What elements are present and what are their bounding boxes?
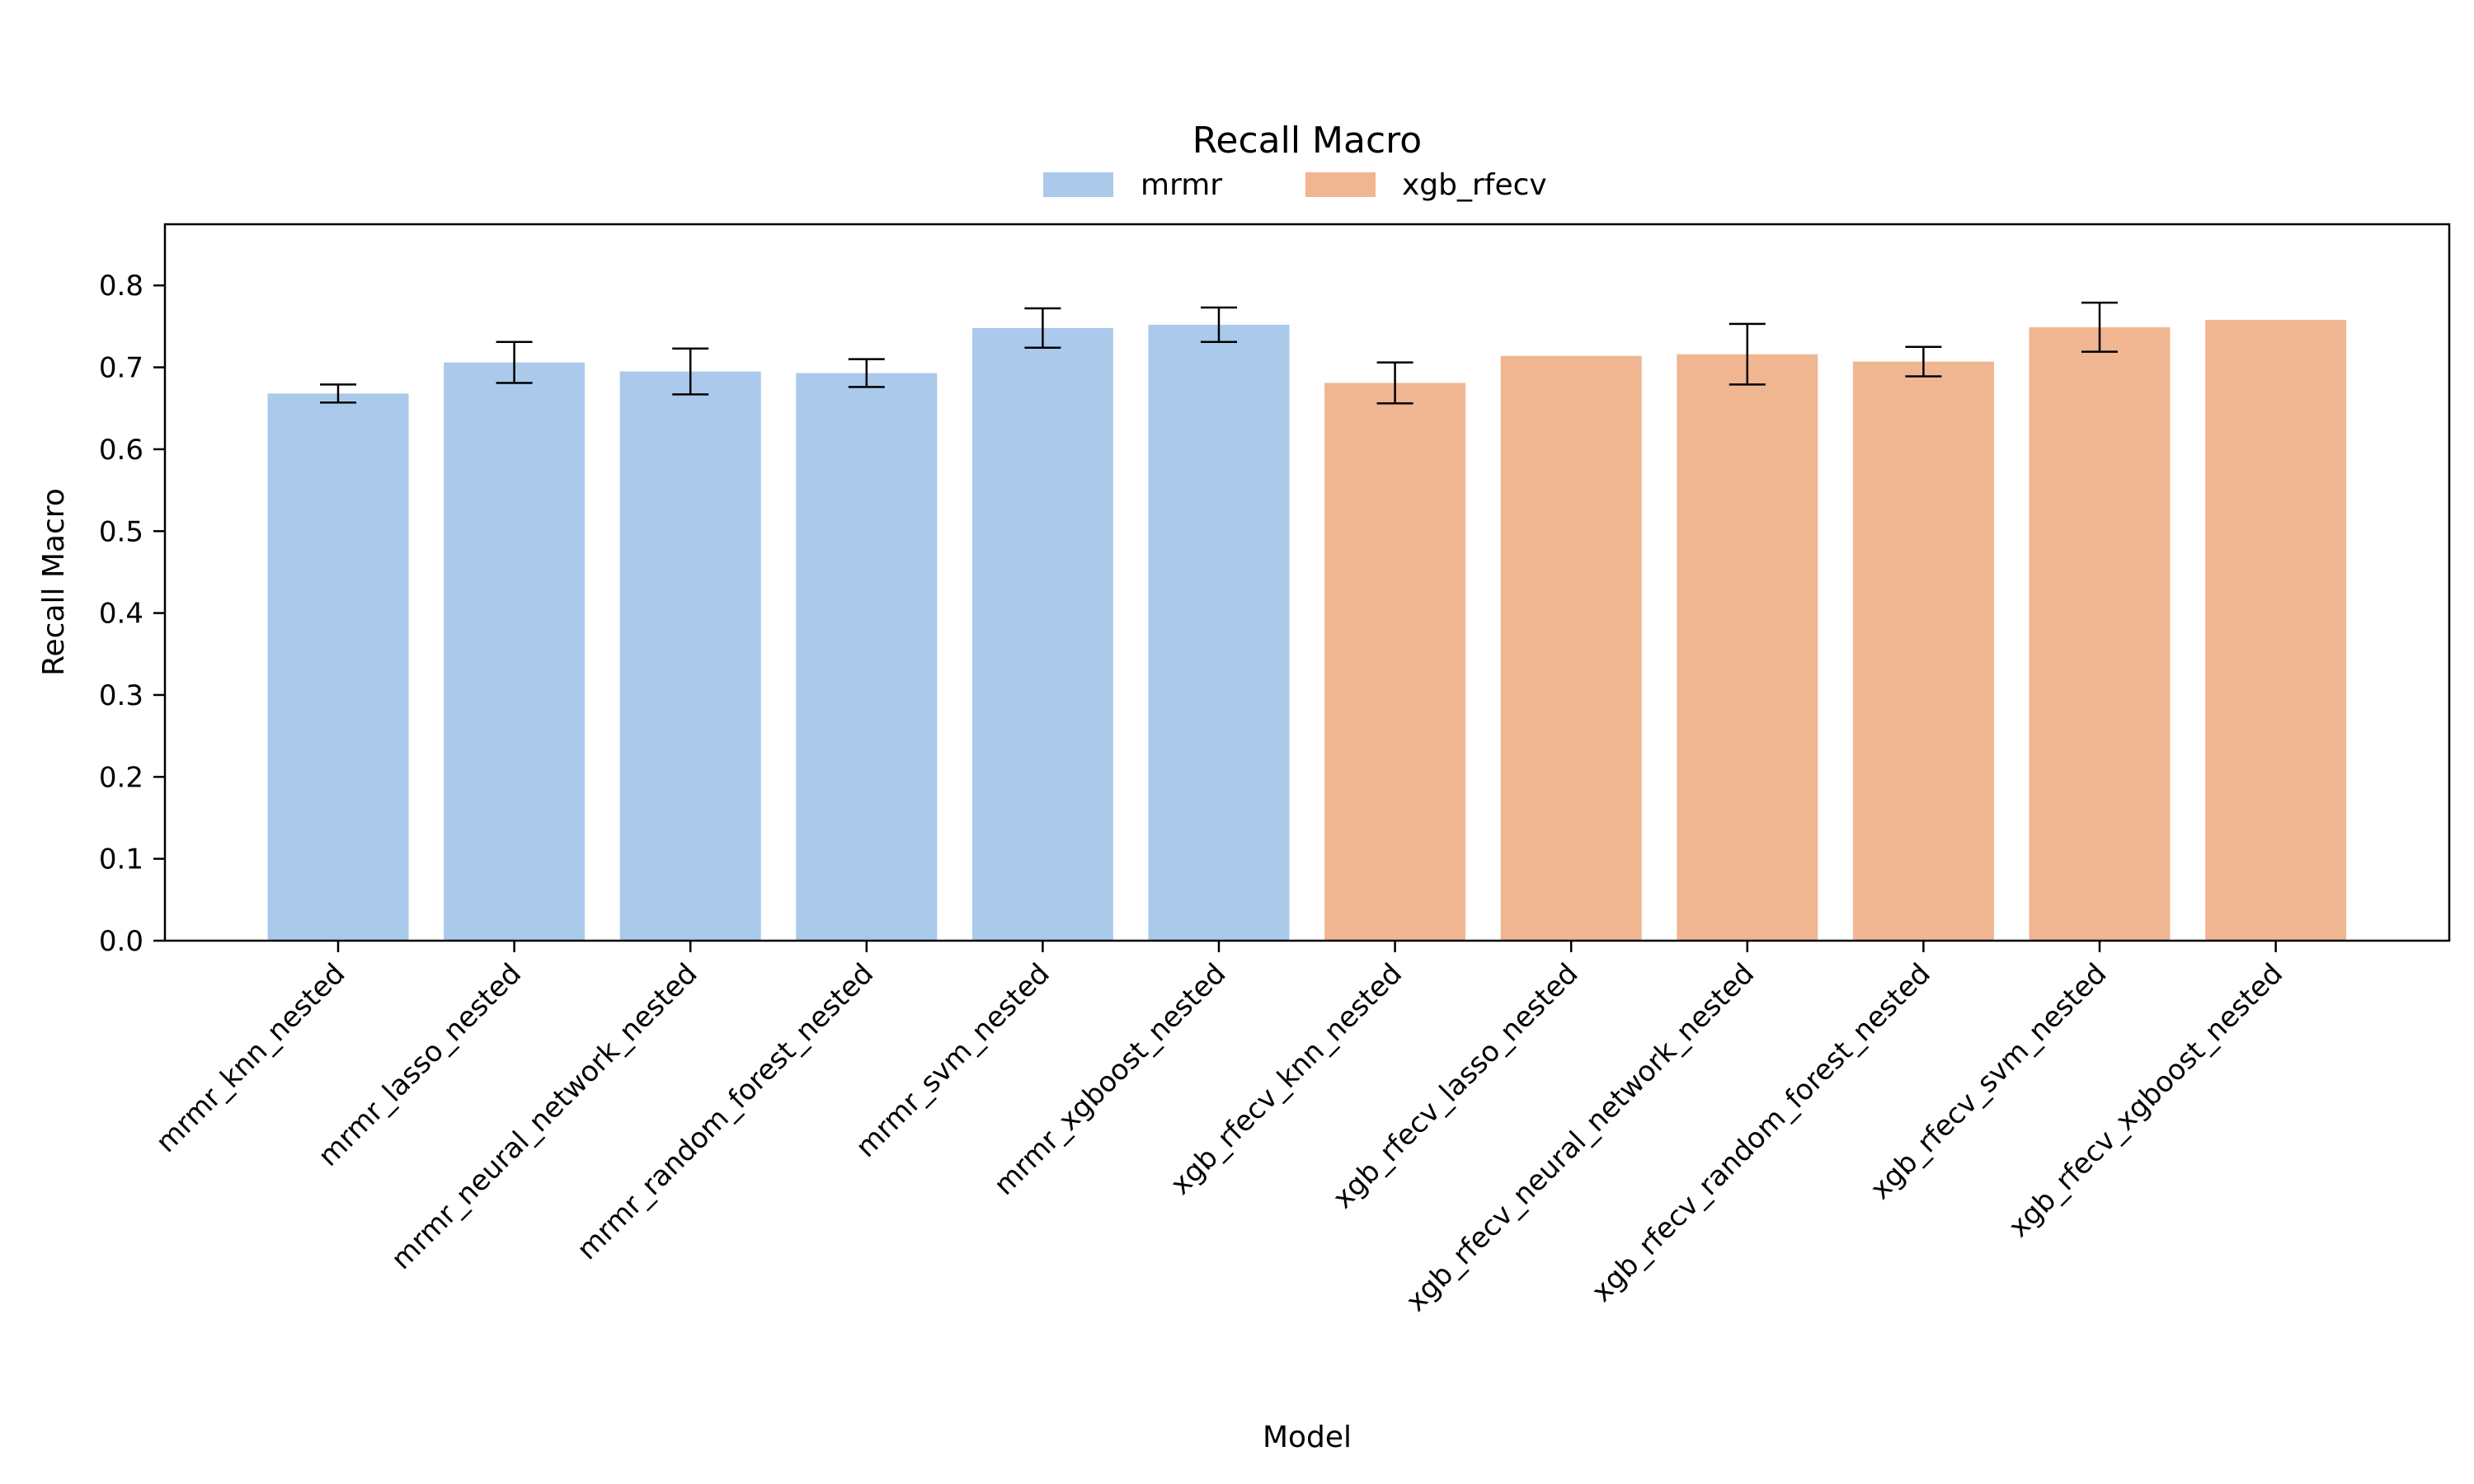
errorbar-xgb-rfecv-knn-nested xyxy=(1376,361,1413,405)
y-axis: 0.0 0.1 0.2 0.3 0.4 0.5 0.6 0.7 0.8 xyxy=(99,270,165,958)
bar-xgb-rfecv-svm-nested xyxy=(2029,326,2171,941)
bars-layer xyxy=(267,319,2347,942)
errorbars-layer xyxy=(320,301,2118,405)
errorbar-mrmr-knn-nested xyxy=(320,383,356,404)
errorbar-xgb-rfecv-random-forest-nested xyxy=(1905,345,1942,378)
y-tick-label: 0.4 xyxy=(99,598,143,631)
bar-mrmr-xgboost-nested xyxy=(1148,324,1290,942)
y-tick-label: 0.8 xyxy=(99,270,143,303)
bar-mrmr-knn-nested xyxy=(267,393,409,941)
bar-xgb-rfecv-xgboost-nested xyxy=(2205,319,2347,941)
bar-xgb-rfecv-random-forest-nested xyxy=(1852,361,1994,941)
legend: mrmr xgb_rfecv xyxy=(1043,168,1547,202)
errorbar-mrmr-xgboost-nested xyxy=(1201,306,1237,344)
errorbar-mrmr-svm-nested xyxy=(1024,307,1061,349)
errorbar-mrmr-random-forest-nested xyxy=(848,358,885,388)
errorbar-mrmr-lasso-nested xyxy=(496,340,533,384)
x-tick-label: mrmr_random_forest_nested xyxy=(571,957,880,1266)
x-axis-label: Model xyxy=(1263,1421,1352,1454)
x-tick-label: mrmr_lasso_nested xyxy=(312,957,528,1173)
errorbar-xgb-rfecv-neural-network-nested xyxy=(1729,322,1766,386)
y-tick-label: 0.2 xyxy=(99,761,143,794)
bar-mrmr-lasso-nested xyxy=(444,362,586,941)
x-tick-label: mrmr_neural_network_nested xyxy=(385,957,704,1276)
legend-swatch-mrmr xyxy=(1043,172,1113,197)
chart-title: Recall Macro xyxy=(1192,120,1422,162)
y-tick-label: 0.6 xyxy=(99,434,143,467)
legend-label-xgb-rfecv: xgb_rfecv xyxy=(1402,168,1547,202)
plot-frame xyxy=(163,223,2451,942)
errorbar-mrmr-neural-network-nested xyxy=(672,347,709,396)
bar-mrmr-svm-nested xyxy=(971,327,1113,941)
y-tick-label: 0.5 xyxy=(99,515,143,548)
y-tick-label: 0.0 xyxy=(99,925,143,958)
x-tick-label: xgb_rfecv_xgboost_nested xyxy=(2002,957,2289,1244)
bar-xgb-rfecv-lasso-nested xyxy=(1500,355,1642,941)
errorbar-xgb-rfecv-svm-nested xyxy=(2081,301,2118,353)
x-axis: mrmr_knn_nestedmrmr_lasso_nestedmrmr_neu… xyxy=(149,941,2289,1318)
bar-xgb-rfecv-neural-network-nested xyxy=(1677,354,1818,941)
x-tick-label: xgb_rfecv_neural_network_nested xyxy=(1399,957,1761,1318)
bar-mrmr-neural-network-nested xyxy=(619,371,761,941)
legend-swatch-xgb-rfecv xyxy=(1305,172,1376,197)
x-tick-label: mrmr_knn_nested xyxy=(149,957,351,1159)
x-tick-label: mrmr_svm_nested xyxy=(849,957,1056,1164)
y-tick-label: 0.1 xyxy=(99,843,143,876)
y-tick-label: 0.3 xyxy=(99,679,143,712)
x-tick-label: xgb_rfecv_random_forest_nested xyxy=(1586,957,1937,1308)
y-tick-label: 0.7 xyxy=(99,352,143,385)
legend-label-mrmr: mrmr xyxy=(1141,168,1222,202)
y-axis-label: Recall Macro xyxy=(37,488,71,676)
bar-xgb-rfecv-knn-nested xyxy=(1324,383,1466,941)
bar-mrmr-random-forest-nested xyxy=(796,373,938,941)
